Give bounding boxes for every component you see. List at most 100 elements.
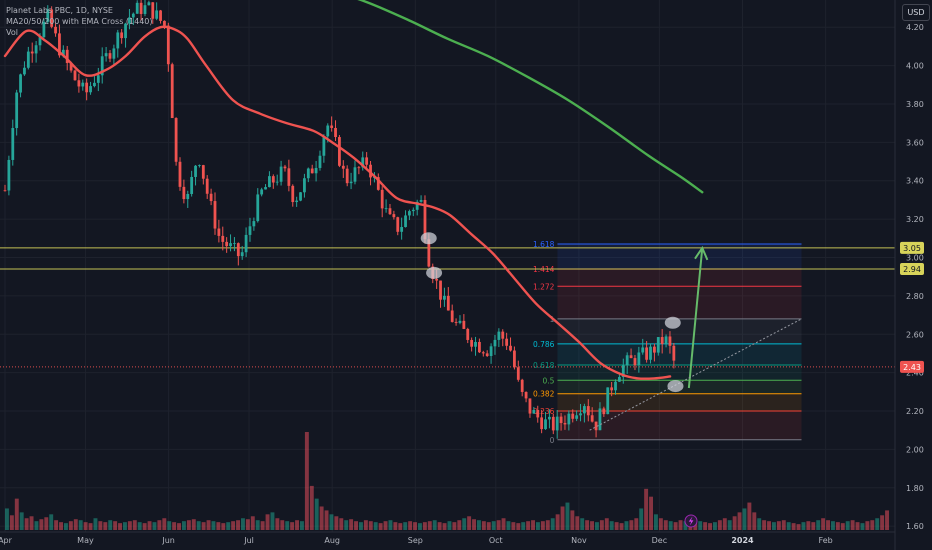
candle-body [139, 2, 143, 14]
volume-bar [172, 522, 177, 530]
candle-body [104, 53, 108, 57]
currency-button[interactable]: USD [902, 4, 930, 21]
volume-bar [791, 523, 796, 530]
candle-body [291, 185, 295, 203]
fib-level-label: 0.382 [533, 390, 555, 399]
volume-bar [231, 521, 236, 530]
volume-bar [693, 523, 698, 530]
candle-body [454, 321, 458, 323]
candle-body [443, 295, 446, 300]
candle-body [485, 353, 489, 357]
time-axis[interactable]: Apr May Jun Jul Aug Sep Oct Nov Dec 2024 Feb [0, 531, 895, 545]
candle-body [233, 243, 236, 244]
volume-bar [49, 514, 54, 530]
candle-body [668, 336, 672, 346]
fib-level-label: 0.618 [533, 361, 555, 370]
candle-body [299, 192, 302, 201]
volume-bar [432, 520, 437, 530]
price-tick-label: 1.80 [906, 484, 924, 493]
candle-body [174, 118, 178, 162]
volume-bar [540, 521, 545, 530]
candle-body [575, 415, 579, 419]
horizontal-price-lines[interactable] [0, 247, 895, 368]
volume-bar [875, 518, 880, 530]
volume-bar [644, 488, 649, 530]
volume-bar [801, 522, 806, 530]
candle-body [213, 201, 217, 229]
candle-body [116, 32, 120, 49]
volume-bar [767, 521, 771, 530]
price-line-label: 2.43 [903, 363, 921, 372]
volume-bar [732, 516, 737, 530]
volume-bar [324, 510, 329, 530]
volume-bar [162, 518, 167, 530]
time-tick-label: Feb [819, 536, 833, 545]
arrow-line[interactable] [687, 247, 704, 389]
volume-bar [816, 520, 821, 530]
candle-body [131, 13, 135, 18]
volume-bar [614, 522, 619, 530]
candle-body [396, 217, 400, 232]
volume-bar [427, 521, 432, 530]
volume-bar [408, 521, 413, 530]
highlight-marker[interactable] [426, 266, 443, 279]
volume-bar [354, 521, 358, 530]
volume-bar [865, 521, 870, 530]
candle-body [209, 193, 213, 202]
indicator-title[interactable]: MA20/50/200 with EMA Cross (1440) [6, 17, 153, 26]
volume-bar [447, 521, 452, 530]
volume-bar [241, 518, 245, 530]
volume-bar [835, 522, 840, 530]
candle-body [256, 194, 260, 222]
candle-body [470, 339, 474, 347]
volume-bar [383, 521, 388, 530]
symbol-title[interactable]: Planet Labs PBC, 1D, NYSE [6, 6, 113, 15]
candle-body [260, 189, 264, 195]
volume-bar [634, 518, 639, 530]
highlight-marker[interactable] [667, 380, 684, 393]
volume-bar [339, 518, 344, 530]
candle-body [524, 391, 528, 399]
candle-body [625, 355, 629, 366]
candle-body [384, 208, 388, 210]
candle-body [30, 51, 34, 54]
candle-body [124, 23, 127, 39]
candle-body [279, 166, 283, 182]
volume-bar [245, 519, 250, 530]
volume-bar [54, 520, 59, 530]
fib-zone [557, 411, 802, 440]
candle-body [544, 419, 547, 430]
candle-body [186, 193, 190, 200]
candle-body [166, 25, 170, 65]
candle-body [586, 406, 590, 416]
volume-bar [344, 520, 349, 530]
lightning-icon[interactable] [684, 514, 698, 528]
candle-body [559, 416, 563, 424]
drawing-annotations[interactable] [420, 232, 802, 431]
candle-body [555, 416, 559, 431]
volume-bar [737, 512, 742, 530]
volume-bar [619, 523, 624, 530]
candle-body [621, 365, 625, 378]
volume-bar [506, 521, 511, 530]
candle-body [93, 82, 96, 87]
highlight-marker[interactable] [420, 232, 437, 245]
candle-body [303, 178, 306, 193]
candle-body [450, 310, 454, 322]
candle-body [26, 51, 30, 68]
volume-bar [536, 522, 540, 530]
volume-bar [658, 518, 663, 530]
volume-bar [152, 522, 157, 530]
candle-body [85, 82, 89, 93]
arrow-head[interactable] [694, 245, 709, 261]
candle-body [427, 239, 431, 267]
candle-body [34, 45, 38, 54]
volume-bar [260, 521, 265, 530]
volume-title[interactable]: Vol [6, 28, 18, 37]
highlight-marker[interactable] [664, 316, 681, 329]
price-axis[interactable]: 4.20 4.00 3.80 3.60 3.40 3.20 3.00 2.80 2.60 2.40… [894, 0, 932, 550]
volume-bar [132, 520, 137, 530]
volume-bar [668, 521, 673, 530]
candle-body [330, 125, 334, 128]
